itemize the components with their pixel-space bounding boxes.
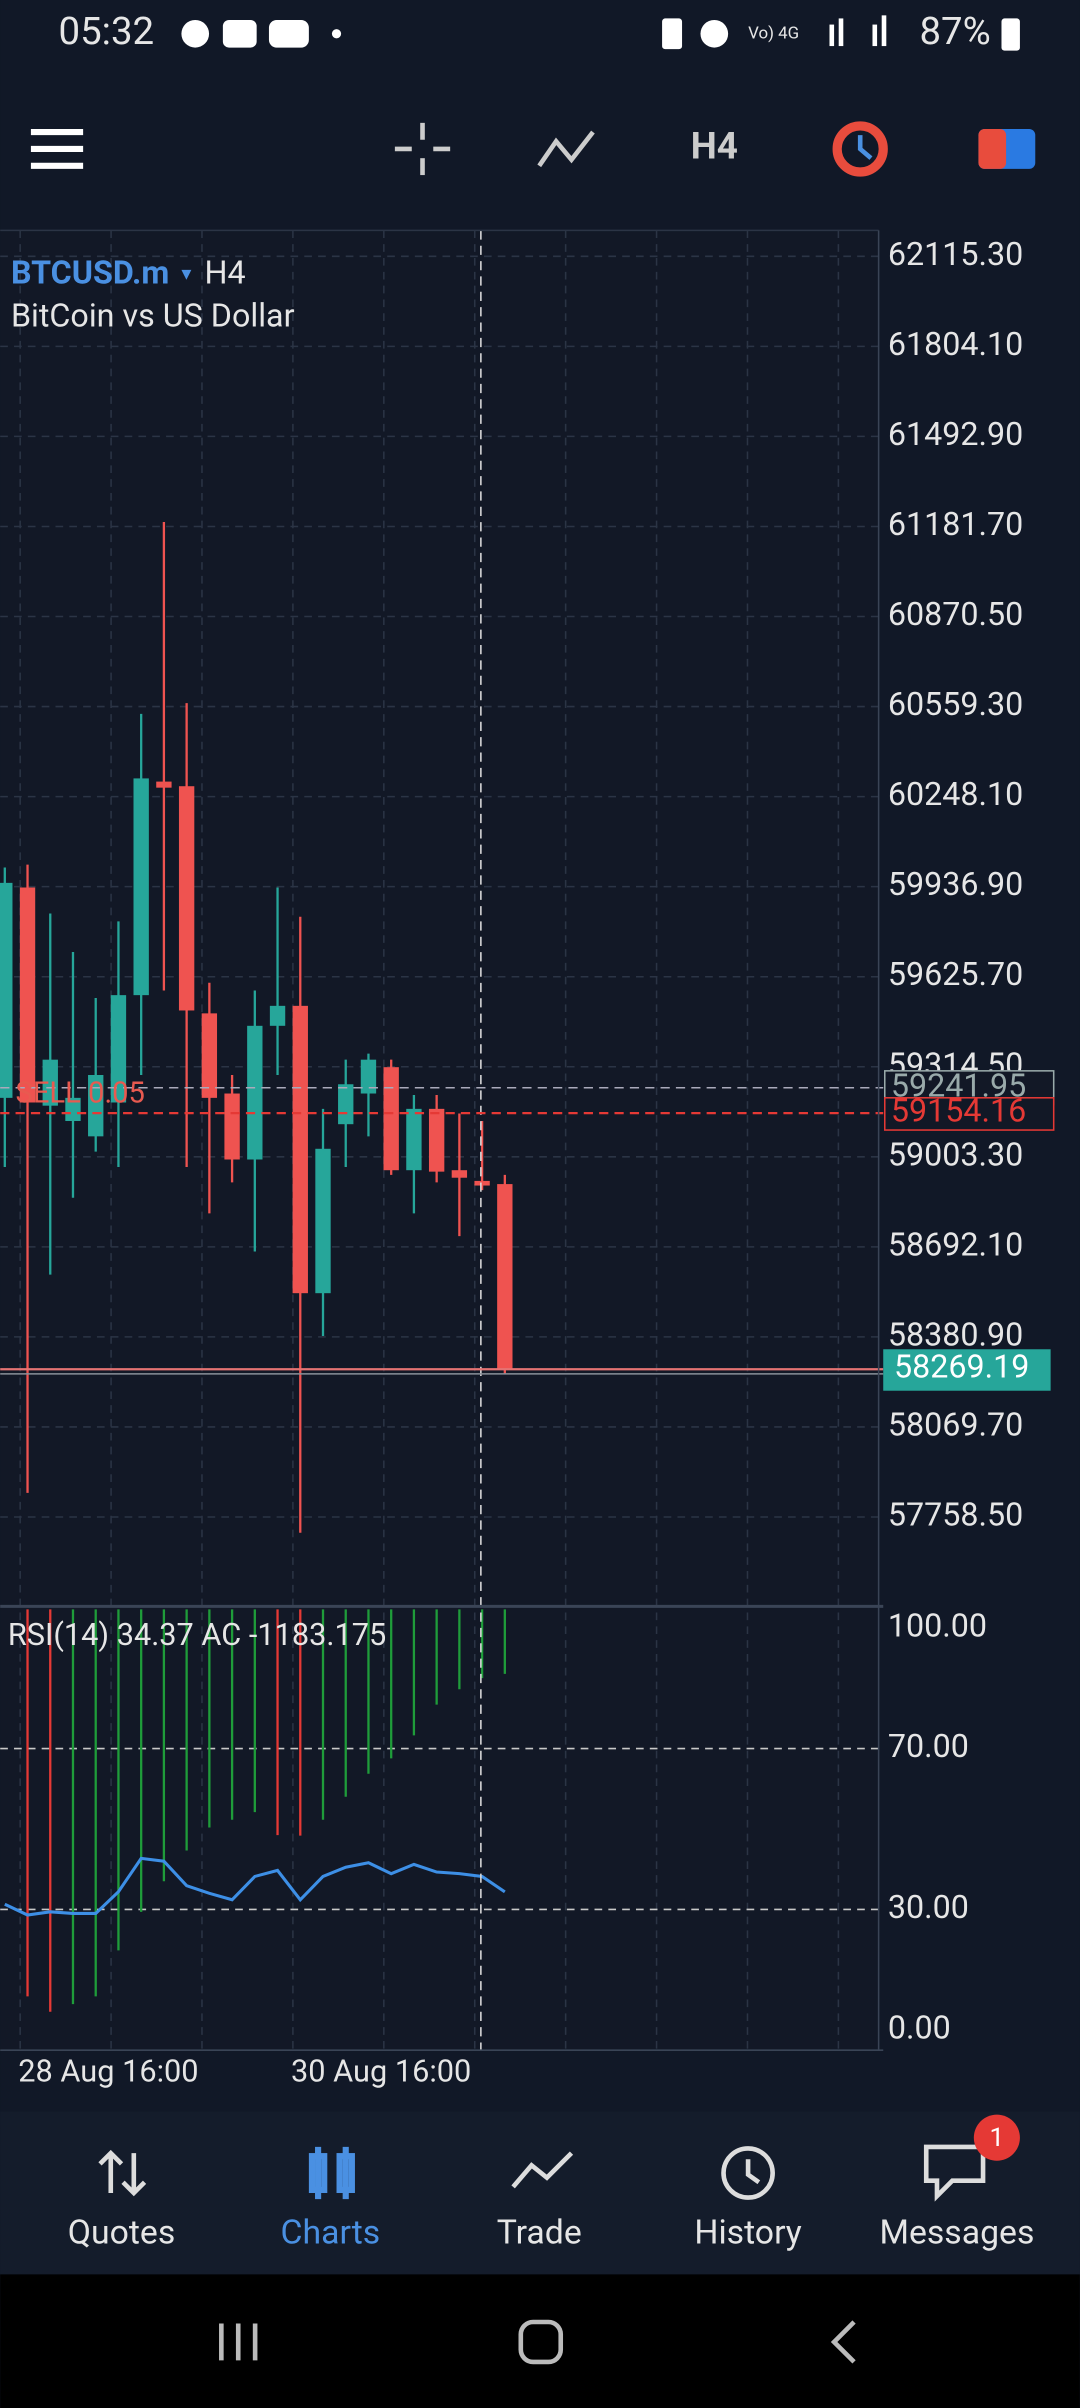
rsi-line [4, 1856, 506, 1917]
chart: 62115.30 61804.10 61492.90 61181.70 60870.50… [0, 230, 1055, 2089]
nav-history[interactable]: History [694, 2213, 801, 2252]
nav-trade[interactable]: Trade [497, 2213, 582, 2252]
candle-body [156, 781, 172, 788]
symbol-dropdown[interactable]: ▾ [181, 261, 191, 285]
network-label: Vo) 4G [748, 23, 799, 43]
indicator-label: RSI(14) 34.37 AC -1183.175 [8, 1618, 386, 1653]
price-tick-label: 59625.70 [888, 955, 1023, 993]
symbol-description: BitCoin vs US Dollar [11, 296, 295, 334]
crosshair-icon[interactable] [394, 122, 451, 176]
rsi-tick-label: 0.00 [888, 2009, 951, 2047]
price-tick-label: 58692.10 [888, 1225, 1023, 1263]
price-tick-label: 58069.70 [888, 1405, 1023, 1443]
trade-icon-left [978, 129, 1007, 169]
candle-body [247, 1025, 263, 1160]
candle-body [0, 882, 13, 1098]
candle-body [201, 1013, 218, 1098]
bid-box [883, 1349, 1051, 1391]
candle-body [42, 1059, 58, 1106]
objects-icon-hand [857, 135, 873, 160]
rsi-tick-label: 70.00 [888, 1727, 969, 1765]
nav-quotes[interactable]: Quotes [68, 2213, 175, 2252]
candle-body [497, 1184, 513, 1370]
indicator-icon[interactable] [537, 130, 595, 168]
candle-body [178, 786, 195, 1011]
candle-body [269, 1005, 286, 1026]
badge [973, 2114, 1020, 2161]
clock: 05:32 [59, 9, 155, 54]
price-tick-label: 61804.10 [888, 325, 1023, 363]
timeframe-button[interactable]: H4 [691, 125, 738, 168]
bid-label: 58269.19 [894, 1348, 1029, 1386]
charts-icon [308, 2146, 355, 2200]
menu-icon[interactable] [30, 129, 84, 169]
order-price-label: 59154.16 [891, 1092, 1026, 1130]
order-label: SELL 0.05 [16, 1076, 145, 1110]
time-label: 30 Aug 16:00 [291, 2054, 471, 2089]
candle-body [338, 1084, 354, 1125]
price-tick-label: 60870.50 [888, 595, 1023, 633]
status-icons [181, 15, 1020, 51]
candle-body [406, 1108, 422, 1171]
candle-body [19, 887, 36, 1103]
price-tick-label: 61492.90 [888, 415, 1023, 453]
candle-body [474, 1180, 490, 1186]
price-tick-label: 60559.30 [888, 685, 1023, 723]
candle-body [360, 1059, 377, 1094]
price-tick-label: 60248.10 [888, 775, 1023, 813]
nav-charts[interactable]: Charts [281, 2213, 381, 2252]
order-box [884, 1097, 1055, 1131]
symbol[interactable]: BTCUSD.m [11, 253, 169, 291]
candle-body [224, 1093, 240, 1160]
rsi-tick-label: 100.00 [888, 1606, 987, 1644]
price-tick-label: 59003.30 [888, 1135, 1023, 1173]
candle-body [110, 995, 127, 1103]
price-tick-label: 57758.50 [888, 1496, 1023, 1534]
candle-body [315, 1148, 331, 1294]
price-tick-label: 61181.70 [888, 505, 1023, 543]
chart-timeframe: H4 [204, 253, 245, 291]
candle-body [88, 1075, 104, 1137]
nav-bar [0, 2111, 1080, 2275]
battery: 87% [919, 9, 990, 54]
time-label: 28 Aug 16:00 [18, 2054, 198, 2089]
candle-body [451, 1170, 468, 1178]
price-tick-label: 62115.30 [888, 235, 1023, 273]
candle-body [383, 1067, 399, 1171]
price-tick-label: 58380.90 [888, 1315, 1023, 1353]
system-bar [0, 2274, 1080, 2408]
objects-icon[interactable] [832, 121, 888, 177]
candle-body [292, 1005, 308, 1294]
nav-messages[interactable]: Messages [879, 2213, 1034, 2252]
candle-body [133, 778, 149, 996]
candle-body [428, 1108, 445, 1172]
price-tick-label: 59936.90 [888, 865, 1023, 903]
rsi-tick-label: 30.00 [888, 1888, 969, 1926]
system-buttons[interactable] [219, 2319, 856, 2365]
badge-count: 1 [990, 2123, 1005, 2153]
candle-body [65, 1097, 81, 1122]
